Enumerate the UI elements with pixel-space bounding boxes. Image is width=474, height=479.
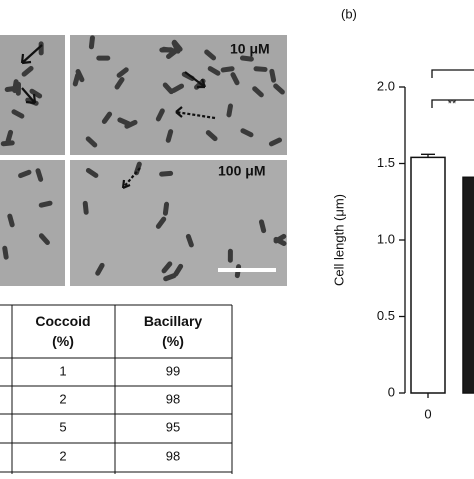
y-tick-label: 0 [388,384,395,399]
bacterium [12,79,19,94]
bacterium [166,48,179,59]
annotation: ** [448,98,457,110]
bacterium [82,200,89,215]
bacterium [155,216,167,229]
bacterium [159,47,174,53]
bacterium [230,72,240,86]
bar [462,176,474,394]
brackets [431,69,474,108]
bacterium [2,245,9,260]
bacterium [185,233,194,248]
y-axis-label: Cell length (μm) [331,194,346,286]
y-tick-label: 1.0 [377,231,395,246]
bacterium [29,88,43,99]
bacterium [173,263,184,277]
y-tick-label: 0.5 [377,308,395,323]
bacterium [171,83,185,93]
bacterium [162,201,170,216]
y-tick-label: 2.0 [377,78,395,93]
arrow [122,167,141,189]
bacterium [258,219,267,234]
bacterium [85,136,98,148]
micrograph-label: 100 μM [218,163,265,179]
bacterium [165,129,174,143]
arrow [175,106,183,118]
table-cell: 95 [166,419,180,434]
bacterium [269,68,277,83]
table-header: Bacillary (%) [144,313,203,349]
table-cell: 1 [59,363,66,378]
x-tick-label: 0 [424,406,431,421]
bacterium [72,72,81,87]
bacterium [253,66,268,72]
bacterium [5,129,14,144]
bacterium [239,55,254,62]
bacterium [88,35,95,50]
bacterium [161,261,173,274]
bar [410,156,446,394]
bacterium [114,77,125,90]
bacterium [227,248,233,263]
bacterium [205,130,218,142]
bacterium [155,108,165,122]
bacterium [18,169,32,179]
table-cell: 2 [59,448,66,463]
y-tick-label: 1.5 [377,155,395,170]
bacterium [204,49,217,61]
table-grid [0,304,233,474]
bacterium [7,213,15,228]
bacterium [273,236,287,247]
bracket [431,99,474,108]
arrow [20,44,43,65]
bacterium [162,82,174,95]
bacterium [226,103,233,118]
table-cell: 98 [166,448,180,463]
panel-label: (b) [341,6,357,21]
bracket [431,69,474,78]
arrow [175,110,216,120]
bacterium [240,128,254,138]
table-cell: 5 [59,419,66,434]
arrow [121,179,131,190]
micrographs [0,35,287,286]
bacterium [159,170,174,177]
error-bar [421,153,435,158]
bacterium [171,40,181,54]
bacterium [116,67,129,78]
bacterium [38,200,53,208]
table-cell: 99 [166,363,180,378]
table-header: Coccoid (%) [35,313,90,349]
bacterium [0,140,15,147]
arrow [21,87,37,105]
bacterium [95,262,105,276]
bacterium [96,55,111,61]
micrograph-label: 10 μM [230,41,270,57]
bacterium [38,233,50,246]
bacterium [163,273,177,282]
bacterium [268,137,283,147]
bacterium [220,66,235,73]
bacterium [181,71,195,81]
bacterium [85,167,99,178]
arrows [20,44,216,190]
bacterium [35,168,44,182]
arrow [184,71,207,89]
bacterium [273,83,285,95]
bacterium [21,65,34,77]
bacterium [101,111,113,124]
bacterium [11,109,25,119]
bacterium [207,66,221,76]
bacterium [252,86,264,98]
table-cell: 98 [166,391,180,406]
micrograph [70,160,287,286]
bacterium [124,119,138,129]
scale-bar [218,268,276,272]
bacterium [38,41,44,56]
table-cell: 2 [59,391,66,406]
